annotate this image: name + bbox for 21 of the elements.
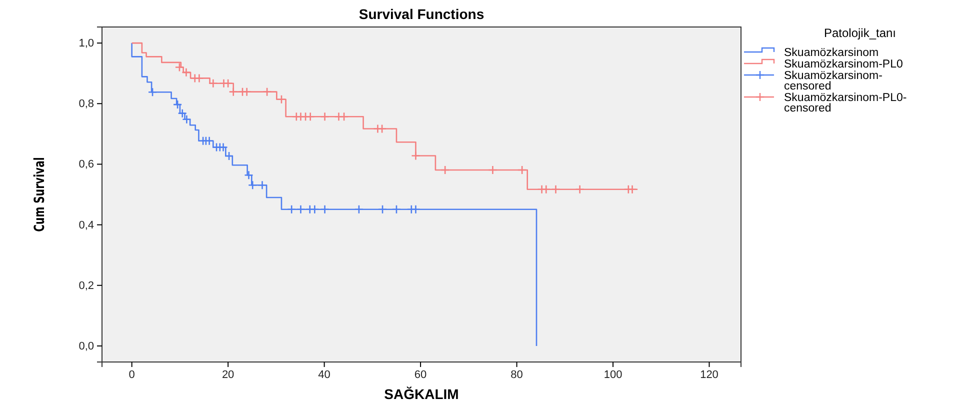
legend-label: Skuamözkarsinom-censored <box>784 70 883 92</box>
y-axis-title: Cum Survival <box>30 157 48 232</box>
y-tick-label: 1,0 <box>78 38 94 50</box>
x-tick-label: 20 <box>222 368 234 381</box>
legend-label: Skuamözkarsinom-PL0-censored <box>784 92 907 114</box>
x-tick-label: 0 <box>128 368 135 381</box>
y-tick-label: 0,6 <box>78 158 94 171</box>
legend-label: Skuamözkarsinom-PL0 <box>784 58 903 70</box>
legend-label: Skuamözkarsinom <box>784 47 879 59</box>
y-tick-label: 0,8 <box>78 98 94 110</box>
x-tick-label: 60 <box>414 368 427 381</box>
x-axis-title: SAĞKALIM <box>384 386 459 402</box>
x-tick-label: 40 <box>318 368 330 381</box>
chart-title: Survival Functions <box>358 6 484 22</box>
x-tick-label: 120 <box>700 368 718 381</box>
legend-title: Patolojik_tanı <box>824 26 896 40</box>
x-tick-label: 80 <box>510 368 523 381</box>
x-tick-label: 100 <box>604 368 622 381</box>
y-tick-label: 0,0 <box>78 340 94 352</box>
y-tick-label: 0,2 <box>78 280 94 292</box>
y-tick-label: 0,4 <box>78 219 94 232</box>
